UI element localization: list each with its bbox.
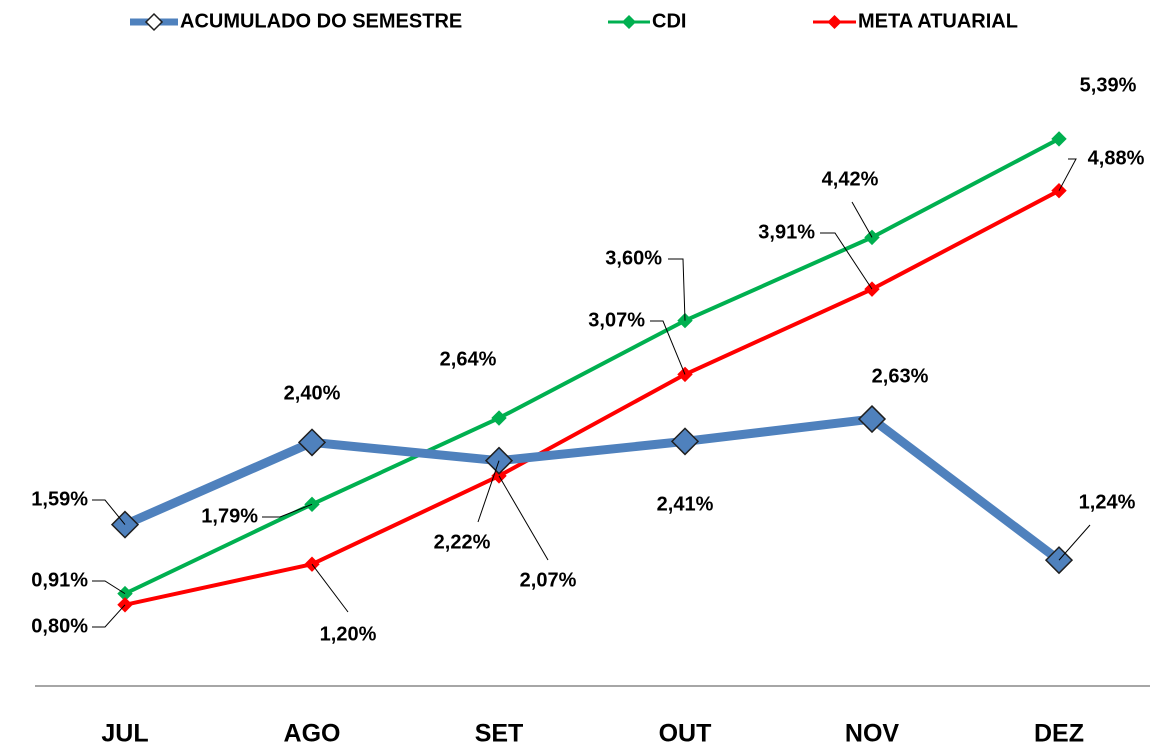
data-label: 3,60% [605,247,662,269]
leader-line [92,499,126,525]
x-tick-label: SET [475,720,524,747]
leader-line [92,604,126,628]
series-line [124,188,1060,607]
data-label: 5,39% [1080,74,1137,96]
leader-line [477,460,500,523]
leader-line [1058,524,1091,561]
data-label: 2,22% [434,531,491,553]
legend-marker [621,14,637,30]
leader-line [498,475,549,561]
legend-marker [144,12,164,32]
leader-line [820,232,873,290]
point-marker [297,428,327,457]
data-label: 0,80% [31,615,88,637]
data-label: 3,91% [758,221,815,243]
series-line [124,137,1060,596]
x-tick-label: JUL [101,720,148,747]
legend-label: CDI [652,10,686,32]
leader-line [650,320,686,375]
point-marker [857,404,887,434]
leader-line [668,258,686,321]
data-label: 4,42% [822,168,879,190]
legend-marker [827,14,842,30]
data-label: 2,40% [284,382,341,404]
x-tick-label: AGO [284,720,341,747]
leader-line [311,563,349,613]
data-label: 0,91% [31,569,88,591]
leader-line [851,201,873,238]
point-marker [670,427,700,456]
legend-label: META ATUARIAL [858,10,1018,32]
leader-line [1058,158,1077,191]
x-tick-label: DEZ [1034,720,1084,747]
point-marker [491,410,507,426]
data-label: 2,64% [440,348,497,370]
data-label: 2,63% [872,365,929,387]
data-label: 1,59% [31,488,88,510]
leader-line [262,503,313,518]
data-label: 2,41% [657,493,714,515]
data-label: 1,20% [320,623,377,645]
data-label: 3,07% [588,309,645,331]
leader-line [92,580,126,595]
data-label: 2,07% [520,569,577,591]
x-tick-label: NOV [845,720,900,747]
legend-label: ACUMULADO DO SEMESTRE [180,10,462,32]
x-tick-label: OUT [659,720,712,747]
data-label: 4,88% [1088,147,1145,169]
data-label: 1,79% [201,505,258,527]
point-marker [1051,131,1067,147]
series-line [123,414,1062,564]
data-label: 1,24% [1079,491,1136,513]
